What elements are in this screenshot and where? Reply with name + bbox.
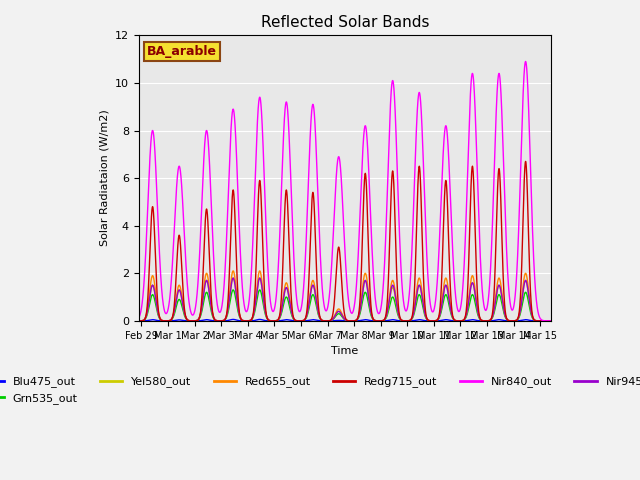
- Nir840_out: [451, 289, 459, 295]
- Yel580_out: [229, 275, 237, 281]
- Nir945_out: [518, 297, 526, 302]
- Red655_out: [451, 317, 459, 323]
- Yel580_out: [451, 318, 459, 324]
- Nir945_out: [550, 318, 557, 324]
- Redg715_out: [518, 255, 526, 261]
- Yel580_out: [550, 318, 557, 324]
- Red655_out: [550, 318, 557, 324]
- Text: BA_arable: BA_arable: [147, 45, 217, 58]
- Red655_out: [333, 308, 340, 313]
- Redg715_out: [356, 300, 364, 306]
- Yel580_out: [333, 310, 340, 315]
- Blu475_out: [348, 318, 356, 324]
- Red655_out: [518, 293, 526, 299]
- Red655_out: [135, 318, 143, 324]
- Red655_out: [356, 307, 364, 313]
- Line: Grn535_out: Grn535_out: [139, 290, 554, 321]
- Blu475_out: [451, 318, 459, 324]
- Line: Redg715_out: Redg715_out: [139, 161, 554, 321]
- Blu475_out: [550, 318, 557, 324]
- Blu475_out: [287, 318, 294, 324]
- Nir840_out: [348, 311, 356, 316]
- Grn535_out: [333, 312, 340, 318]
- Nir840_out: [522, 59, 529, 64]
- Yel580_out: [135, 318, 143, 324]
- Line: Nir840_out: Nir840_out: [139, 61, 554, 321]
- Line: Nir945_out: Nir945_out: [139, 278, 554, 321]
- Yel580_out: [287, 306, 294, 312]
- Nir840_out: [356, 217, 364, 223]
- Nir840_out: [550, 318, 557, 324]
- Nir945_out: [356, 309, 364, 314]
- Nir945_out: [135, 318, 143, 324]
- Yel580_out: [356, 309, 364, 314]
- Grn535_out: [135, 318, 143, 324]
- Grn535_out: [356, 312, 364, 317]
- Grn535_out: [451, 318, 459, 324]
- Blu475_out: [356, 318, 364, 324]
- Nir945_out: [287, 306, 294, 312]
- X-axis label: Time: Time: [331, 346, 358, 356]
- Nir945_out: [333, 310, 340, 315]
- Red655_out: [229, 268, 237, 274]
- Grn535_out: [518, 303, 526, 309]
- Grn535_out: [229, 287, 237, 293]
- Red655_out: [348, 318, 356, 324]
- Line: Blu475_out: Blu475_out: [139, 319, 554, 321]
- Line: Yel580_out: Yel580_out: [139, 278, 554, 321]
- Redg715_out: [451, 318, 459, 324]
- Line: Red655_out: Red655_out: [139, 271, 554, 321]
- Nir840_out: [518, 123, 526, 129]
- Legend: Blu475_out, Grn535_out, Yel580_out, Red655_out, Redg715_out, Nir840_out, Nir945_: Blu475_out, Grn535_out, Yel580_out, Red6…: [0, 372, 640, 408]
- Nir945_out: [348, 318, 356, 324]
- Redg715_out: [287, 287, 294, 292]
- Yel580_out: [518, 297, 526, 302]
- Redg715_out: [550, 318, 557, 324]
- Nir945_out: [229, 275, 237, 281]
- Grn535_out: [550, 318, 557, 324]
- Redg715_out: [348, 318, 356, 324]
- Red655_out: [287, 304, 294, 310]
- Grn535_out: [287, 309, 294, 315]
- Redg715_out: [333, 259, 340, 265]
- Nir840_out: [333, 165, 340, 170]
- Title: Reflected Solar Bands: Reflected Solar Bands: [260, 15, 429, 30]
- Nir840_out: [135, 315, 143, 321]
- Blu475_out: [518, 317, 526, 323]
- Blu475_out: [333, 318, 340, 324]
- Nir840_out: [287, 177, 294, 182]
- Yel580_out: [348, 318, 356, 324]
- Blu475_out: [229, 316, 237, 322]
- Nir945_out: [451, 318, 459, 324]
- Redg715_out: [522, 158, 529, 164]
- Y-axis label: Solar Radiataion (W/m2): Solar Radiataion (W/m2): [99, 110, 109, 246]
- Blu475_out: [135, 318, 143, 324]
- Redg715_out: [135, 318, 143, 324]
- Grn535_out: [348, 318, 356, 324]
